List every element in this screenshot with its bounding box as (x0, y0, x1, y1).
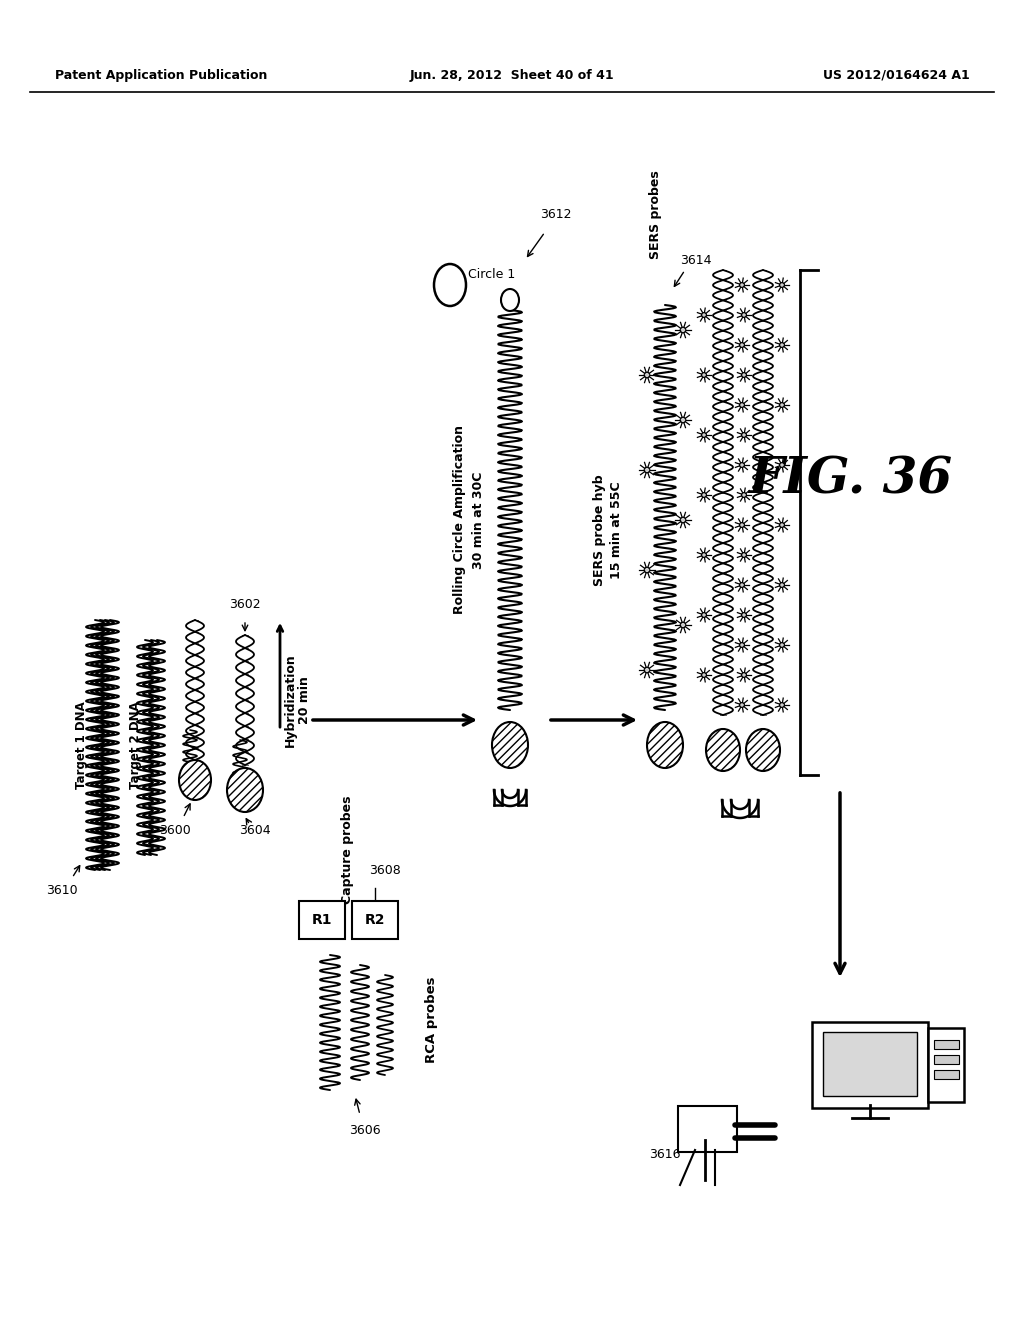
Circle shape (701, 433, 707, 437)
Text: 20 min: 20 min (299, 676, 311, 723)
Circle shape (701, 313, 707, 317)
Circle shape (779, 343, 784, 347)
Circle shape (739, 523, 744, 528)
Circle shape (741, 433, 746, 437)
Circle shape (741, 612, 746, 618)
Circle shape (741, 313, 746, 317)
FancyBboxPatch shape (678, 1106, 737, 1152)
Ellipse shape (647, 722, 683, 768)
Text: Hybridization: Hybridization (284, 653, 297, 747)
Circle shape (644, 568, 650, 573)
Text: Jun. 28, 2012  Sheet 40 of 41: Jun. 28, 2012 Sheet 40 of 41 (410, 69, 614, 82)
Text: Circle 1: Circle 1 (468, 268, 516, 281)
Circle shape (779, 462, 784, 467)
Circle shape (701, 492, 707, 498)
Ellipse shape (434, 264, 466, 306)
Ellipse shape (492, 722, 528, 768)
Text: 3608: 3608 (369, 863, 400, 876)
Text: 3614: 3614 (680, 253, 712, 267)
Text: SERS probes: SERS probes (649, 170, 663, 259)
Text: 3606: 3606 (349, 1123, 381, 1137)
Text: 3616: 3616 (649, 1148, 681, 1162)
Ellipse shape (227, 768, 263, 812)
Circle shape (644, 372, 650, 378)
Text: US 2012/0164624 A1: US 2012/0164624 A1 (823, 69, 970, 82)
Text: Patent Application Publication: Patent Application Publication (55, 69, 267, 82)
Ellipse shape (706, 729, 740, 771)
Circle shape (739, 343, 744, 347)
Circle shape (739, 403, 744, 408)
Circle shape (779, 582, 784, 587)
Text: SERS probe hyb: SERS probe hyb (594, 474, 606, 586)
Circle shape (680, 517, 686, 523)
Circle shape (701, 553, 707, 557)
Circle shape (739, 282, 744, 288)
FancyBboxPatch shape (299, 902, 345, 939)
FancyBboxPatch shape (823, 1032, 918, 1096)
Circle shape (739, 643, 744, 647)
Circle shape (779, 282, 784, 288)
Ellipse shape (179, 760, 211, 800)
Circle shape (644, 667, 650, 673)
Text: Target 2 DNA: Target 2 DNA (129, 701, 142, 789)
Circle shape (779, 523, 784, 528)
Text: R2: R2 (365, 913, 385, 927)
Text: Rolling Circle Amplification: Rolling Circle Amplification (454, 425, 467, 615)
Circle shape (739, 702, 744, 708)
Circle shape (739, 462, 744, 467)
Circle shape (779, 643, 784, 647)
Circle shape (680, 417, 686, 422)
Text: 3612: 3612 (541, 209, 571, 222)
Circle shape (741, 372, 746, 378)
Circle shape (701, 372, 707, 378)
Text: RCA probes: RCA probes (426, 977, 438, 1063)
FancyBboxPatch shape (928, 1028, 964, 1102)
Circle shape (741, 673, 746, 677)
Circle shape (680, 327, 686, 333)
Text: R1: R1 (311, 913, 332, 927)
Text: Capture probes: Capture probes (341, 796, 354, 904)
Text: Target 1 DNA: Target 1 DNA (76, 701, 88, 789)
Circle shape (741, 553, 746, 557)
FancyBboxPatch shape (352, 902, 398, 939)
Text: 3604: 3604 (240, 824, 270, 837)
Circle shape (741, 492, 746, 498)
Text: 30 min at 30C: 30 min at 30C (471, 471, 484, 569)
Text: 3600: 3600 (159, 824, 190, 837)
FancyBboxPatch shape (812, 1022, 928, 1107)
Circle shape (701, 612, 707, 618)
FancyBboxPatch shape (934, 1055, 958, 1064)
Circle shape (701, 673, 707, 677)
FancyBboxPatch shape (934, 1040, 958, 1048)
Text: 15 min at 55C: 15 min at 55C (610, 482, 624, 578)
Text: 3610: 3610 (46, 883, 78, 896)
Circle shape (739, 582, 744, 587)
Text: FIG. 36: FIG. 36 (748, 455, 952, 504)
Ellipse shape (501, 289, 519, 312)
Circle shape (779, 403, 784, 408)
FancyBboxPatch shape (934, 1069, 958, 1078)
Text: 3602: 3602 (229, 598, 261, 611)
Circle shape (779, 702, 784, 708)
Circle shape (644, 467, 650, 473)
Ellipse shape (746, 729, 780, 771)
Circle shape (680, 622, 686, 628)
